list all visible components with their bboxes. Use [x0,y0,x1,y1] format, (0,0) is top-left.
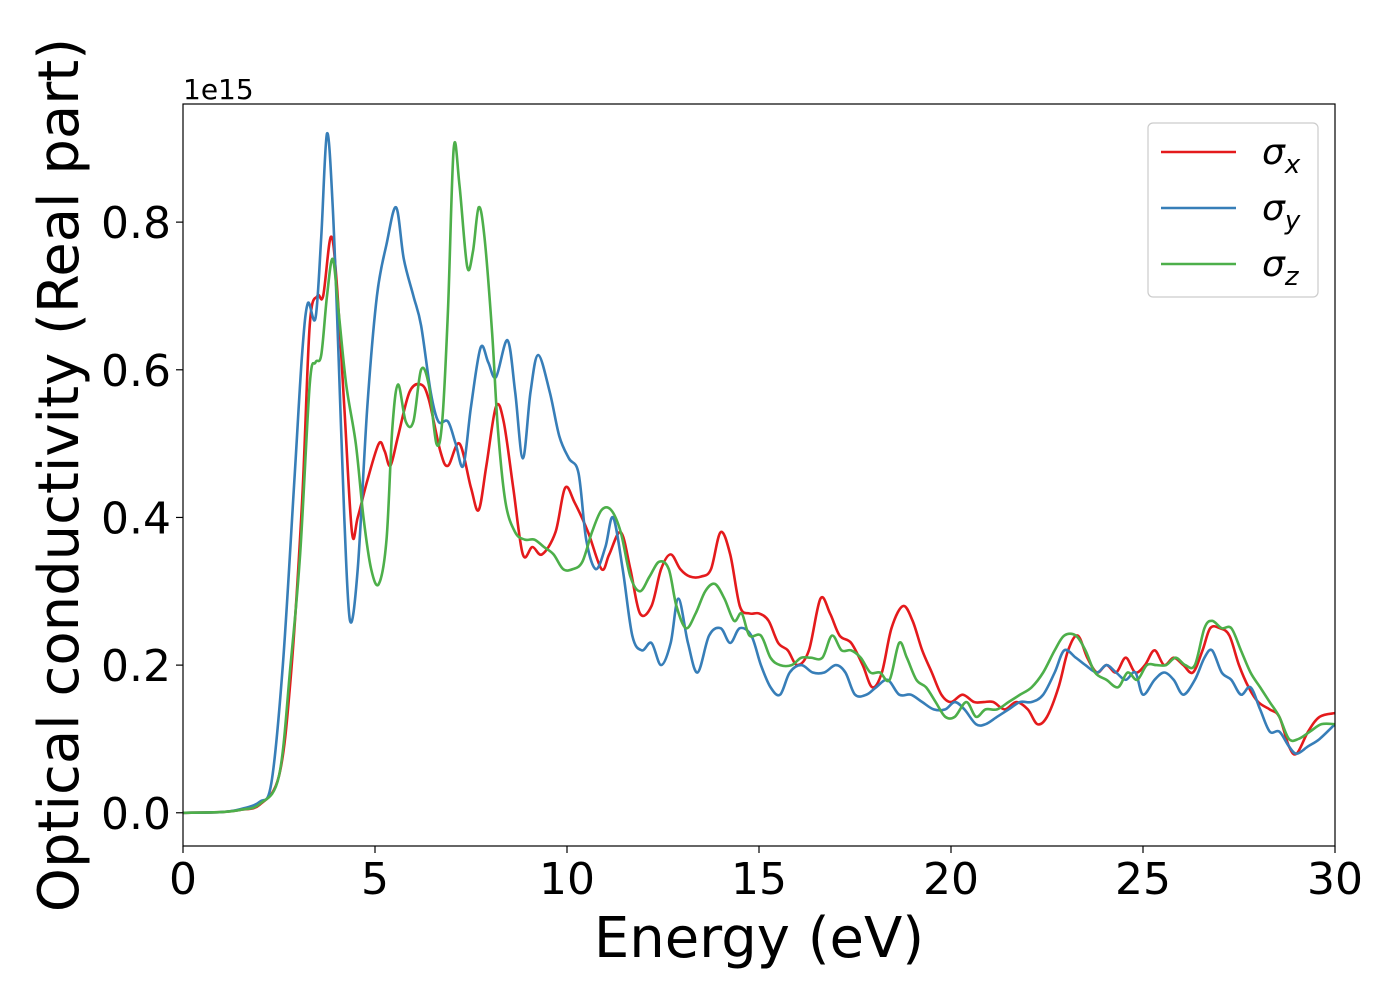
series-line-y [183,132,1335,815]
series-line-z [183,140,1335,815]
x-axis: 0 5 10 15 20 25 30 [169,846,1363,905]
y-tick-label: 0.6 [101,346,171,397]
series-layer [183,132,1335,815]
legend-label-y: σy [1262,188,1301,236]
y-axis: 0.0 0.2 0.4 0.6 0.8 [101,198,183,840]
x-tick-label: 5 [361,854,389,905]
legend-box [1147,122,1319,298]
y-tick-label: 0.4 [101,493,171,544]
series-line-x [183,235,1335,815]
legend-label-x: σx [1262,132,1301,180]
legend-label-z: σz [1262,244,1300,292]
y-tick-label: 0.0 [101,789,171,840]
x-tick-label: 30 [1307,854,1363,905]
x-tick-label: 25 [1115,854,1171,905]
x-tick-label: 15 [731,854,787,905]
plot-area [183,104,1335,846]
y-tick-label: 0.2 [101,641,171,692]
y-tick-label: 0.8 [101,198,171,249]
y-axis-label: Optical conductivity (Real part) [27,38,92,912]
legend: σx σy σz [1147,122,1319,298]
x-tick-label: 10 [539,854,595,905]
x-tick-label: 20 [923,854,979,905]
y-offset-label: 1e15 [183,73,254,106]
x-tick-label: 0 [169,854,197,905]
x-axis-label: Energy (eV) [594,906,924,971]
